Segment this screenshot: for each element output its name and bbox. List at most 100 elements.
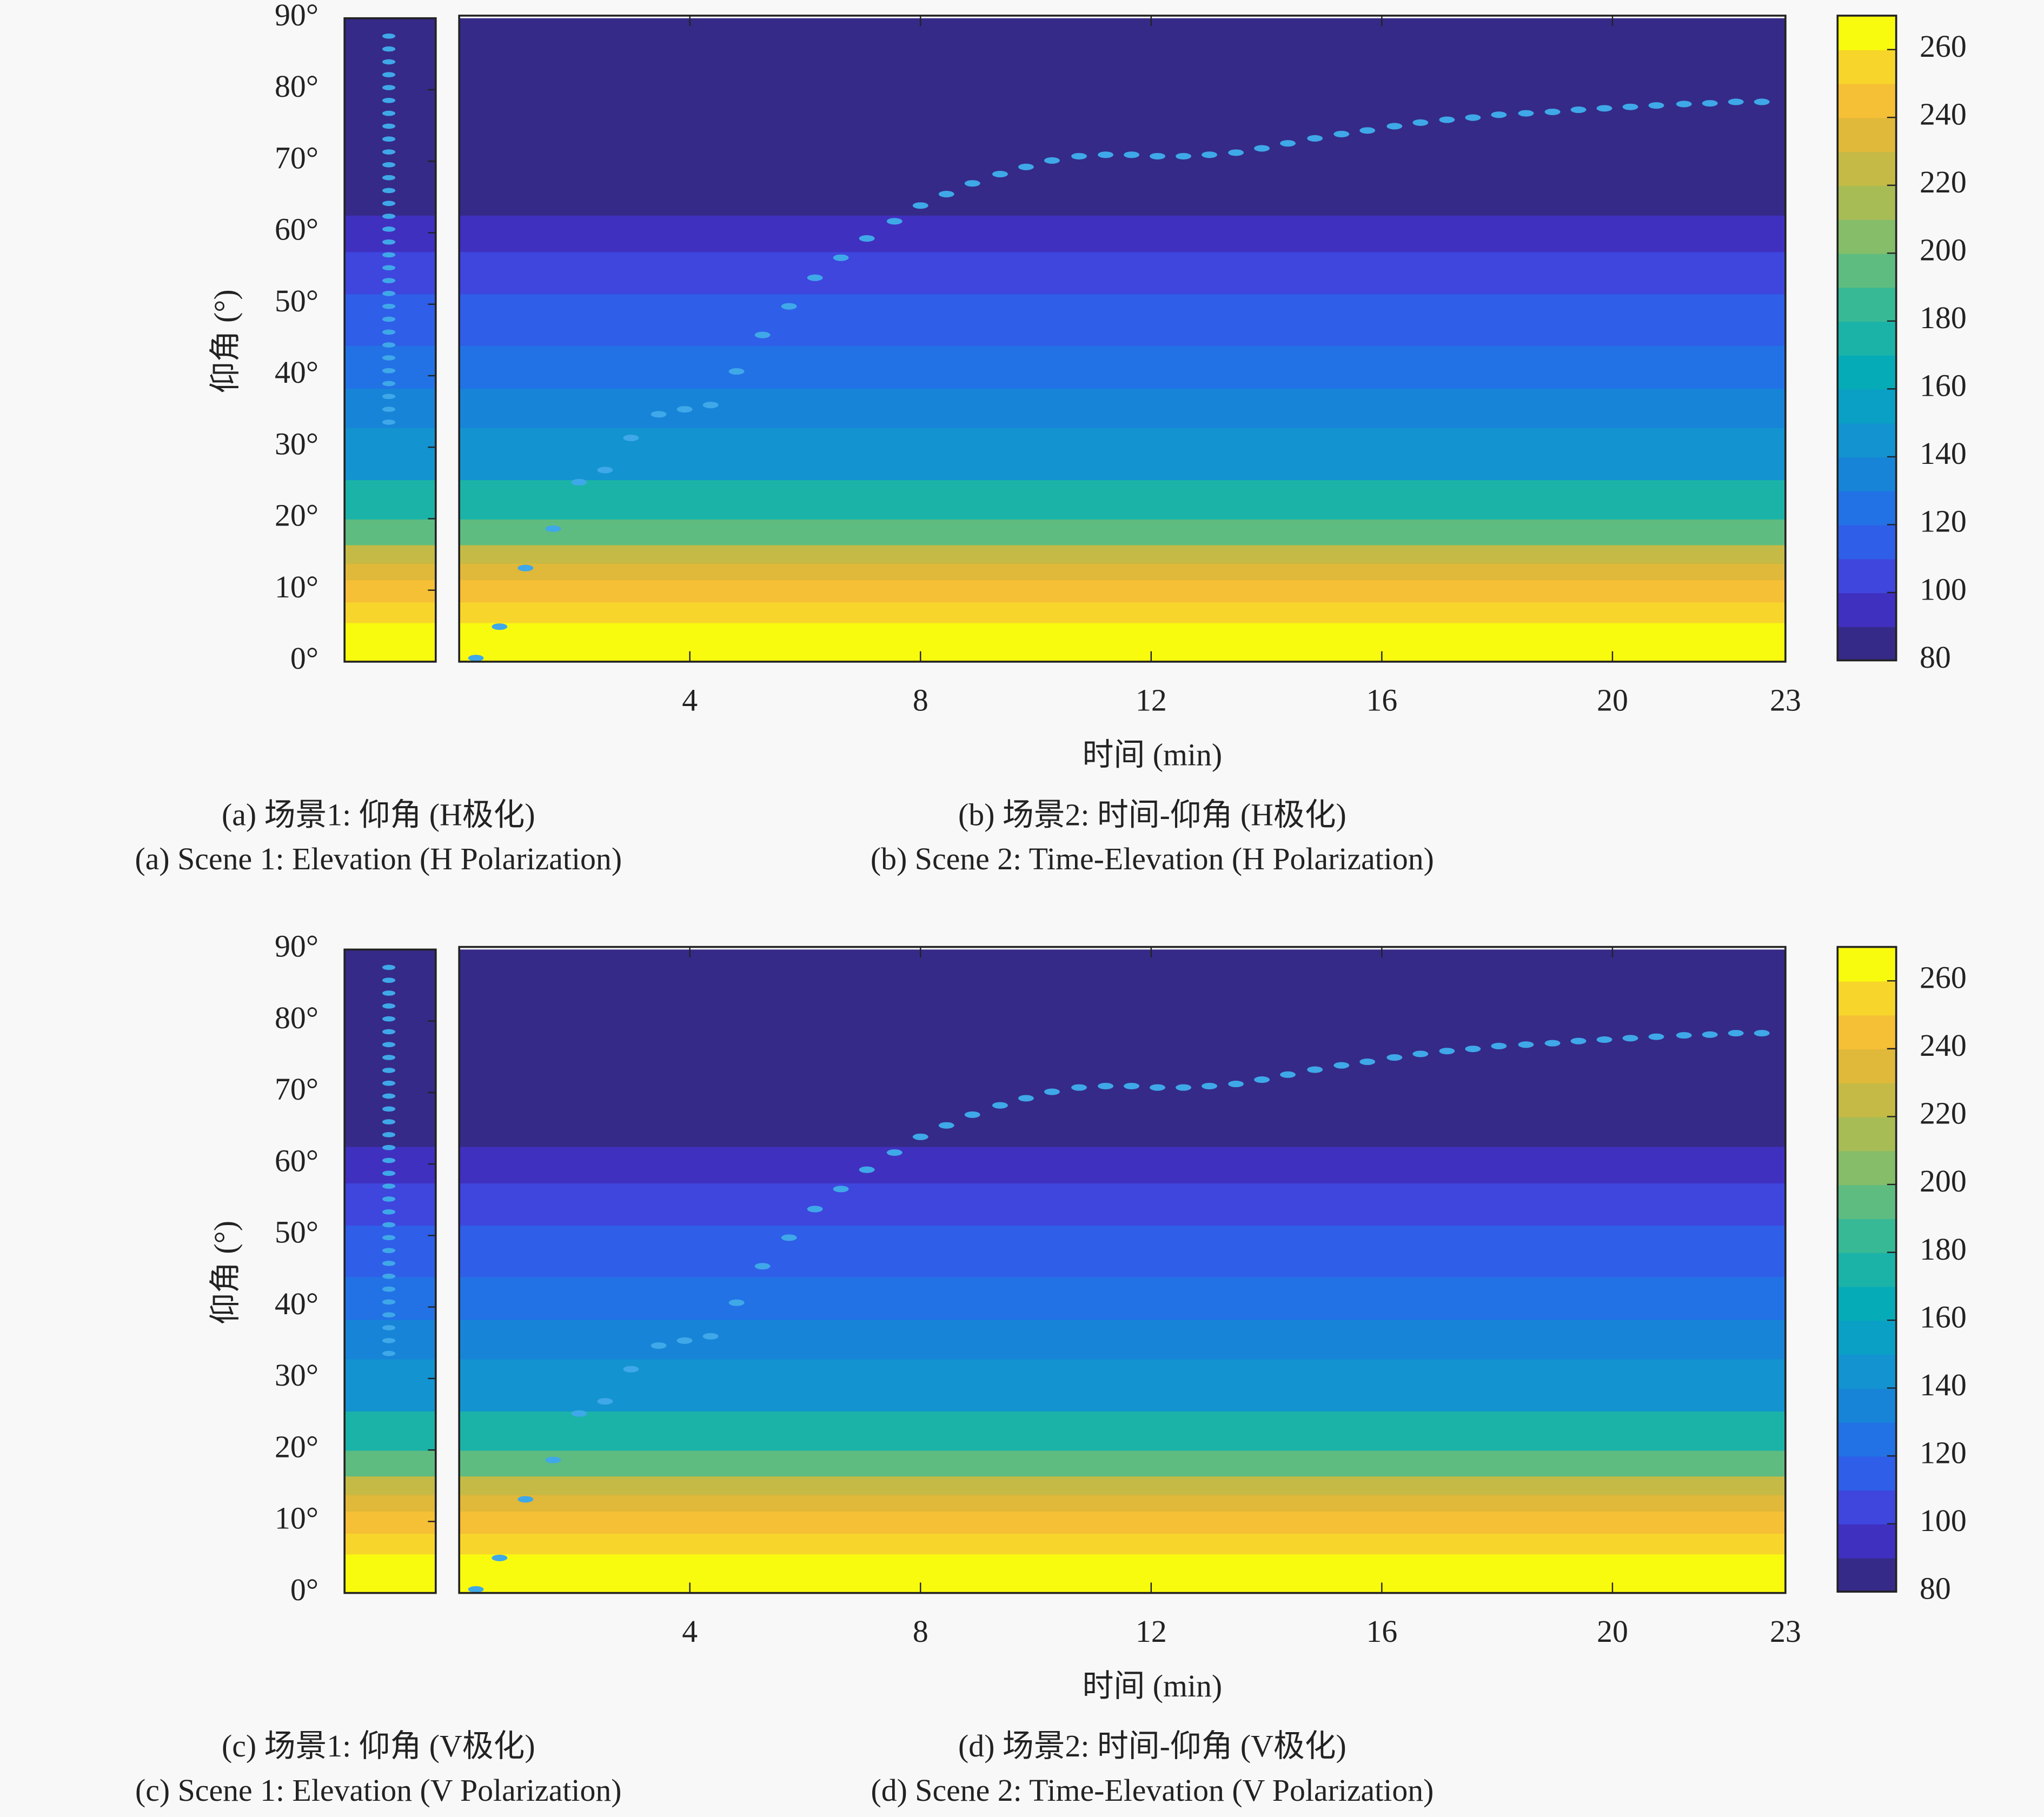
colorbar-tick-label: 200 xyxy=(1920,1163,1967,1199)
colorbar-level xyxy=(1837,355,1896,390)
marker xyxy=(1648,1033,1664,1040)
band xyxy=(459,601,1786,623)
band xyxy=(459,388,1786,428)
x-tick-label: 20 xyxy=(1597,1614,1628,1649)
marker xyxy=(1044,1088,1060,1095)
y-tick-label: 40° xyxy=(275,1286,318,1321)
colorbar-tick-label: 80 xyxy=(1920,640,1951,675)
colorbar-level xyxy=(1837,151,1896,186)
band xyxy=(344,1553,436,1594)
marker xyxy=(1702,100,1718,107)
marker xyxy=(964,1111,980,1118)
marker xyxy=(382,1235,396,1241)
marker xyxy=(382,291,396,296)
caption: (c) 场景1: 仰角 (V极化) xyxy=(222,1728,535,1763)
y-tick-label: 20° xyxy=(275,498,318,533)
marker xyxy=(382,1183,396,1189)
band xyxy=(459,544,1786,564)
marker xyxy=(382,1261,396,1266)
marker xyxy=(1439,1048,1455,1055)
y-tick-label: 0° xyxy=(290,641,318,676)
x-axis-label: 时间 (min) xyxy=(1083,737,1223,772)
marker xyxy=(754,331,771,338)
marker xyxy=(382,72,396,78)
x-tick-label: 20 xyxy=(1597,682,1628,717)
colorbar-level xyxy=(1837,1252,1896,1287)
band xyxy=(344,1475,436,1495)
caption: (d) Scene 2: Time-Elevation (V Polarizat… xyxy=(871,1773,1434,1808)
band xyxy=(344,1182,436,1226)
marker xyxy=(382,1312,396,1317)
band xyxy=(459,563,1786,581)
marker xyxy=(1596,105,1612,112)
marker xyxy=(382,355,396,361)
marker xyxy=(517,1496,534,1503)
marker xyxy=(1754,1030,1770,1037)
y-tick-label: 10° xyxy=(275,569,318,604)
colorbar-level xyxy=(1837,1048,1896,1083)
y-tick-label: 30° xyxy=(275,426,318,461)
marker xyxy=(807,1206,823,1213)
band xyxy=(459,1182,1786,1226)
colorbar-level xyxy=(1837,947,1896,982)
marker xyxy=(382,407,396,412)
marker xyxy=(382,278,396,283)
marker xyxy=(468,655,484,662)
marker xyxy=(1280,140,1296,147)
marker xyxy=(1648,102,1664,109)
colorbar-level xyxy=(1837,1456,1896,1491)
colorbar-level xyxy=(1837,1184,1896,1219)
band xyxy=(344,518,436,545)
marker xyxy=(382,1003,396,1009)
marker xyxy=(382,1248,396,1253)
marker xyxy=(1202,1082,1217,1090)
x-tick-label: 8 xyxy=(913,1614,928,1649)
marker xyxy=(1544,108,1561,115)
marker xyxy=(1071,152,1087,159)
marker xyxy=(545,1456,561,1463)
colorbar-level xyxy=(1837,1082,1896,1117)
band xyxy=(459,1358,1786,1412)
colorbar-level xyxy=(1837,1286,1896,1321)
band xyxy=(344,1146,436,1183)
marker xyxy=(382,964,396,970)
band xyxy=(344,1358,436,1412)
marker xyxy=(382,149,396,155)
marker xyxy=(754,1263,771,1270)
band xyxy=(344,601,436,623)
y-tick-label: 80° xyxy=(275,69,318,104)
caption: (a) 场景1: 仰角 (H极化) xyxy=(222,797,535,832)
caption: (a) Scene 1: Elevation (H Polarization) xyxy=(135,841,622,876)
y-tick-label: 80° xyxy=(275,1000,318,1035)
marker xyxy=(382,1080,396,1086)
colorbar-frame xyxy=(1836,946,1897,1593)
marker xyxy=(651,411,667,418)
marker xyxy=(382,46,396,52)
marker xyxy=(1439,116,1455,123)
marker xyxy=(1228,1080,1244,1088)
marker xyxy=(1728,98,1744,105)
marker xyxy=(1307,1066,1323,1073)
marker xyxy=(1359,1058,1376,1066)
colorbar-level xyxy=(1837,592,1896,627)
band xyxy=(344,579,436,603)
marker xyxy=(382,1016,396,1022)
y-tick-label: 50° xyxy=(275,1215,318,1250)
marker xyxy=(382,342,396,348)
colorbar-level xyxy=(1837,1320,1896,1355)
band xyxy=(459,949,1786,1147)
colorbar-level xyxy=(1837,389,1896,424)
marker xyxy=(1254,145,1270,152)
x-tick-label: 16 xyxy=(1366,1614,1397,1649)
marker xyxy=(382,59,396,65)
band xyxy=(459,622,1786,663)
marker xyxy=(382,201,396,207)
marker xyxy=(1202,151,1217,158)
colorbar-level xyxy=(1837,253,1896,288)
marker xyxy=(597,467,613,474)
colorbar-tick-label: 120 xyxy=(1920,504,1967,539)
marker xyxy=(1491,111,1507,118)
x-tick-label: 12 xyxy=(1136,682,1167,717)
x-tick-label: 12 xyxy=(1136,1614,1167,1649)
colorbar-level xyxy=(1837,219,1896,254)
